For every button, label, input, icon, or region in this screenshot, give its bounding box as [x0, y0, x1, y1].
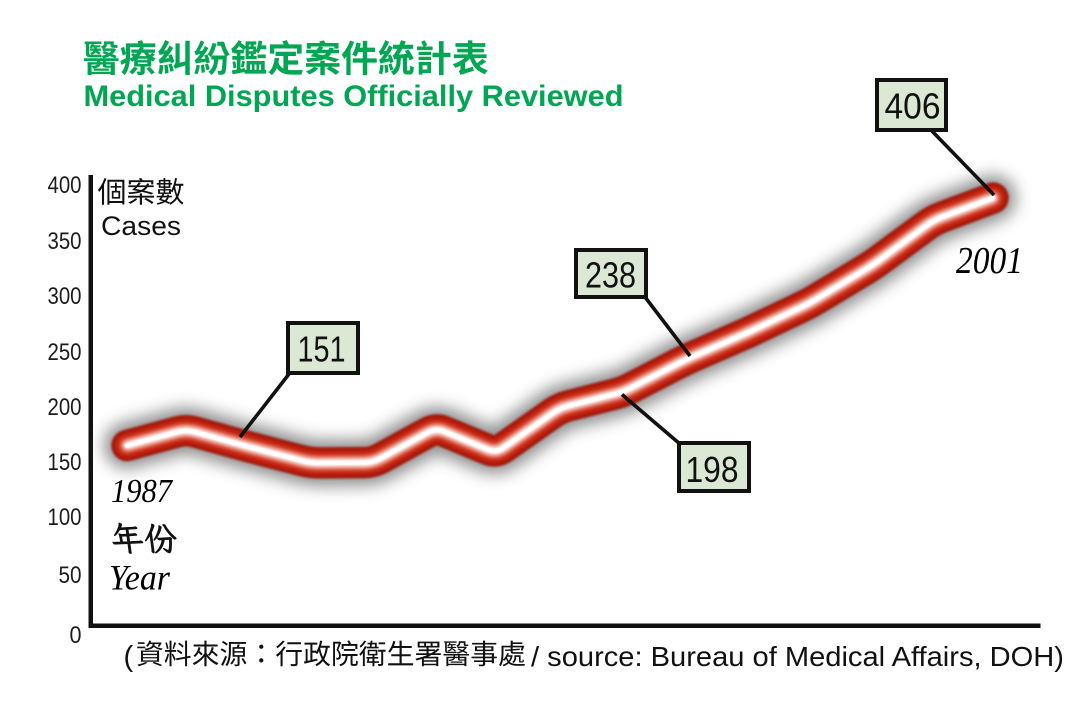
svg-text:150: 150 [48, 450, 82, 476]
svg-text:2001: 2001 [956, 240, 1023, 282]
svg-text:/ source: Bureau of Medical Af: / source: Bureau of Medical Affairs, DOH… [531, 641, 1064, 672]
svg-text:1987: 1987 [111, 473, 173, 510]
svg-text:50: 50 [59, 563, 82, 589]
svg-text:0: 0 [70, 623, 82, 649]
svg-text:Cases: Cases [101, 211, 181, 241]
svg-text:Year: Year [109, 558, 171, 598]
svg-text:198: 198 [686, 449, 739, 490]
svg-text:Medical Disputes Officially Re: Medical Disputes Officially Reviewed [84, 80, 624, 113]
svg-text:151: 151 [298, 329, 346, 370]
svg-text:406: 406 [885, 86, 941, 127]
svg-text:400: 400 [48, 173, 82, 199]
svg-text:100: 100 [48, 505, 82, 531]
svg-text:200: 200 [48, 395, 82, 421]
svg-text:250: 250 [48, 340, 82, 366]
svg-text:238: 238 [585, 255, 636, 296]
svg-text:(: ( [124, 641, 134, 673]
svg-text:300: 300 [48, 284, 82, 310]
svg-text:350: 350 [48, 229, 82, 255]
